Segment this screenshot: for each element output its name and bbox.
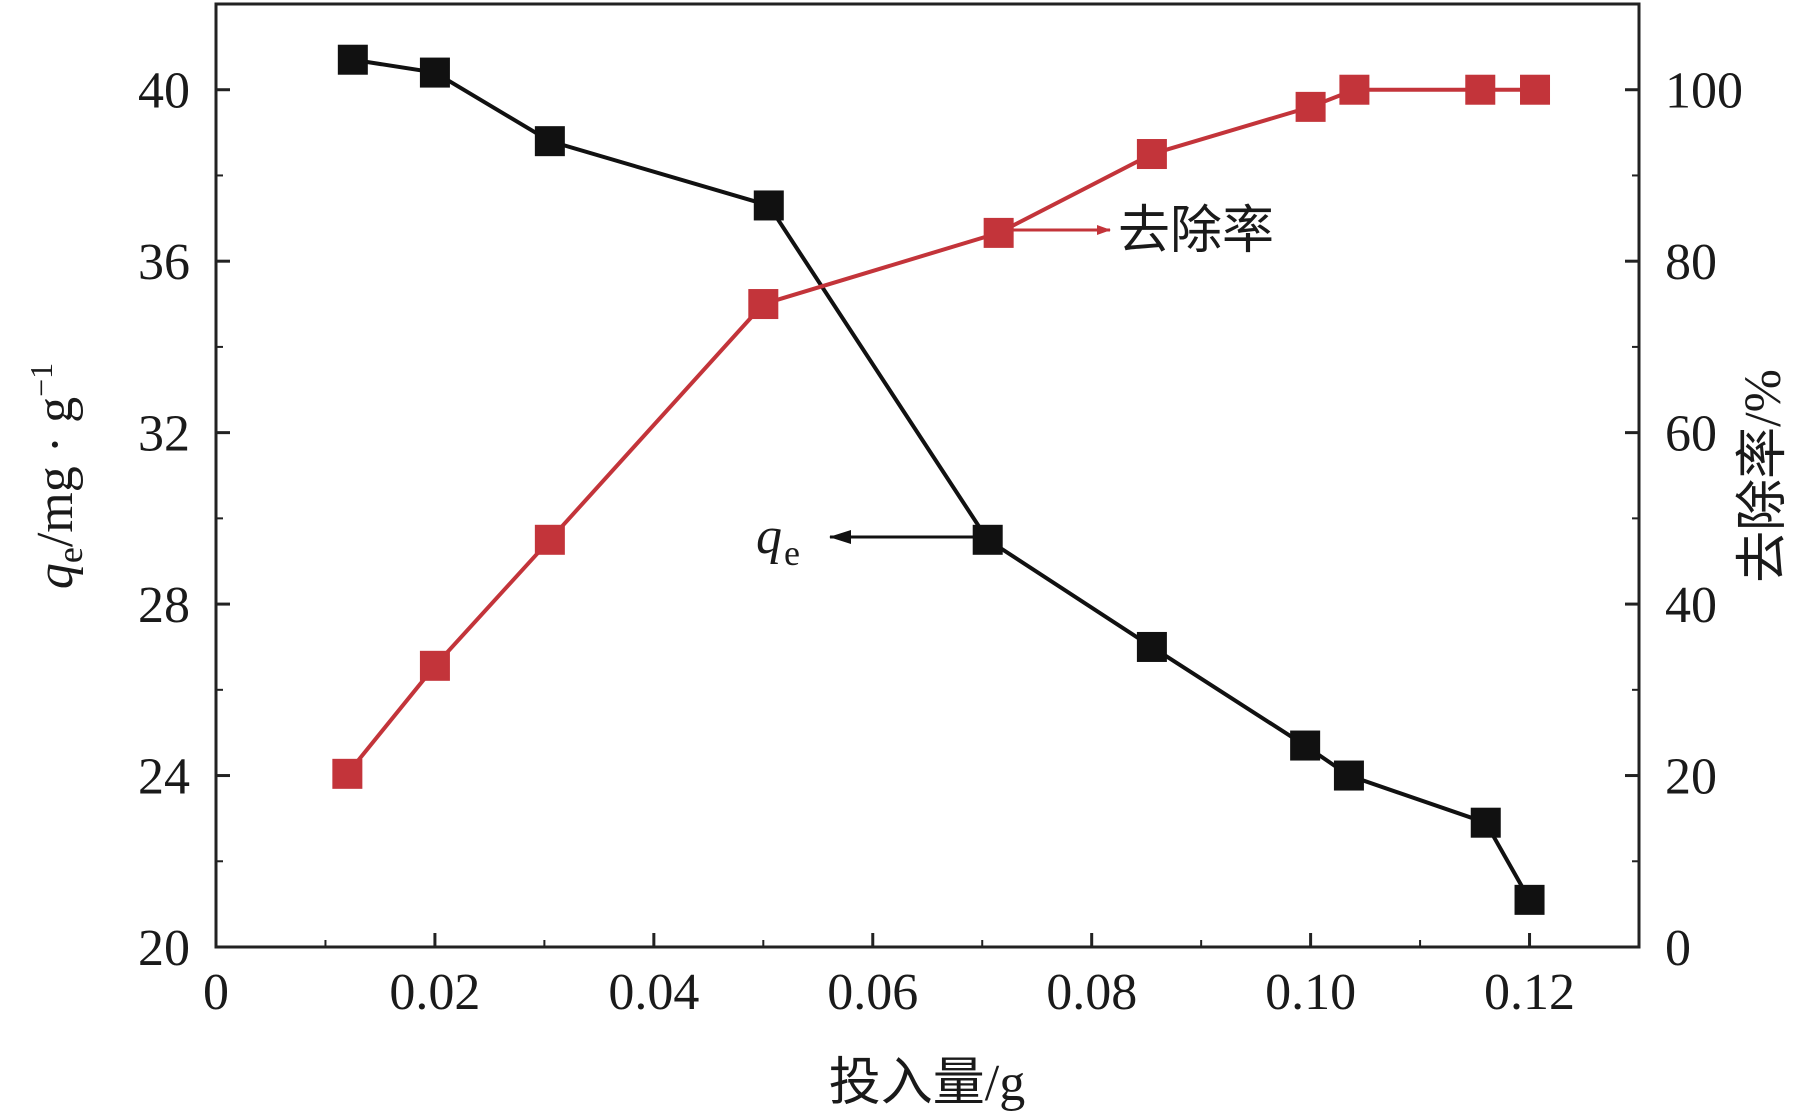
x-tick-label: 0.08 (1046, 964, 1137, 1021)
data-point-removal-rate (332, 758, 363, 789)
x-axis-ticks: 0 0.02 0.04 0.06 0.08 0.10 0.12 (203, 933, 1575, 1021)
series-layer (332, 44, 1551, 915)
x-tick-label: 0.06 (827, 964, 918, 1021)
qe-annotation-label: qe (756, 508, 800, 573)
x-tick-label: 0.04 (608, 964, 699, 1021)
y2-tick-label: 100 (1665, 63, 1743, 120)
data-point-removal-rate (748, 289, 779, 320)
x-tick-label: 0.12 (1484, 964, 1575, 1021)
data-point-removal-rate (1295, 91, 1326, 122)
data-point-qe (1290, 730, 1321, 761)
plot-frame (214, 2, 1641, 949)
y-tick-label: 36 (138, 234, 190, 291)
y-tick-label: 40 (138, 63, 190, 120)
data-point-removal-rate (983, 217, 1014, 248)
y-axis-title: qe/mg · g−1 (23, 363, 90, 589)
y-axis-ticks: 20 24 28 32 36 40 (138, 63, 230, 977)
annotation-removal-rate: 去除率 (992, 203, 1274, 260)
series-line-removal-rate (345, 87, 1536, 776)
x-tick-label: 0.02 (389, 964, 480, 1021)
x-tick-label: 0.10 (1265, 964, 1356, 1021)
series-line-qe (352, 57, 1532, 901)
y2-tick-label: 60 (1665, 406, 1717, 463)
data-point-removal-rate (419, 650, 450, 681)
x-axis-title: 投入量/g (829, 1055, 1025, 1112)
y2-tick-label: 20 (1665, 749, 1717, 806)
data-point-qe (972, 524, 1003, 555)
data-point-qe (419, 57, 450, 88)
annotation-qe: qe (756, 508, 985, 573)
data-point-qe (534, 126, 565, 157)
x-tick-label: 0 (203, 964, 229, 1021)
data-point-removal-rate (1136, 139, 1167, 170)
data-point-removal-rate (1520, 74, 1551, 105)
data-point-removal-rate (1339, 74, 1370, 105)
y-tick-label: 32 (138, 406, 190, 463)
data-point-qe (1470, 807, 1501, 838)
removal-rate-annotation-label: 去除率 (1118, 203, 1274, 260)
data-point-removal-rate (1465, 74, 1496, 105)
data-point-qe (753, 190, 784, 221)
y2-axis-ticks: 0 20 40 60 80 100 (1625, 63, 1743, 977)
y2-tick-label: 80 (1665, 234, 1717, 291)
y2-tick-label: 40 (1665, 577, 1717, 634)
y-tick-label: 24 (138, 749, 190, 806)
data-point-qe (1514, 884, 1545, 915)
y-tick-label: 28 (138, 577, 190, 634)
y2-axis-title: 去除率/% (1735, 369, 1792, 583)
y-tick-label: 20 (138, 920, 190, 977)
data-point-removal-rate (534, 524, 565, 555)
data-point-qe (337, 44, 368, 75)
data-point-qe (1136, 631, 1167, 662)
y2-tick-label: 0 (1665, 920, 1691, 977)
data-point-qe (1333, 760, 1364, 791)
